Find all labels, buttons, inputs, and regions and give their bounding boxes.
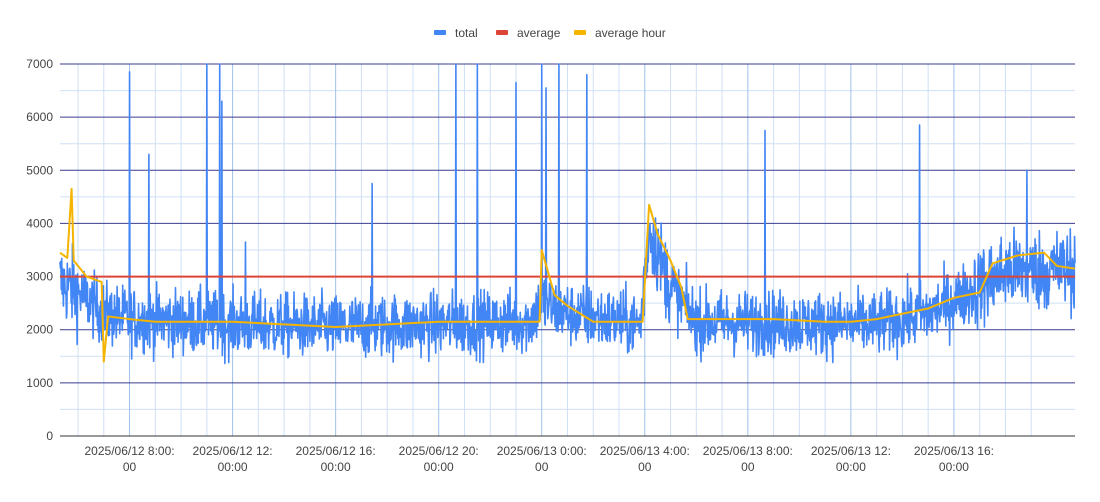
x-tick-label: 2025/06/13 8:00: (703, 444, 793, 458)
y-tick-label: 2000 (26, 323, 53, 337)
y-tick-label: 4000 (26, 216, 53, 230)
x-tick-label-line2: 00:00 (836, 460, 866, 474)
legend-item: average hour (574, 26, 666, 40)
y-tick-label: 3000 (26, 270, 53, 284)
x-tick-label-line2: 00:00 (321, 460, 351, 474)
x-tick-label-line2: 00 (535, 460, 549, 474)
legend-label: average (517, 26, 561, 40)
legend-swatch (434, 30, 446, 35)
x-tick-label: 2025/06/13 16: (914, 444, 994, 458)
x-tick-label: 2025/06/13 12: (811, 444, 891, 458)
legend-swatch (496, 30, 508, 35)
x-tick-label-line2: 00:00 (939, 460, 969, 474)
legend-item: average (496, 26, 561, 40)
x-tick-label-line2: 00:00 (218, 460, 248, 474)
x-tick-label: 2025/06/12 16: (296, 444, 376, 458)
series-total (59, 63, 1076, 365)
y-tick-label: 7000 (26, 57, 53, 71)
average-hour-line (59, 187, 1076, 363)
minor-grid (60, 64, 1075, 436)
legend-label: average hour (595, 26, 666, 40)
total-line (59, 63, 1076, 365)
y-tick-label: 0 (46, 429, 53, 443)
y-tick-label: 1000 (26, 376, 53, 390)
series-average-hour (59, 187, 1076, 363)
legend-swatch (574, 30, 586, 35)
legend-label: total (455, 26, 478, 40)
x-tick-label: 2025/06/13 0:00: (497, 444, 587, 458)
axes: 0 1000 2000 3000 4000 5000 6000 7000 2025/06/12 … (26, 57, 1075, 474)
x-tick-label: 2025/06/12 8:00: (85, 444, 175, 458)
legend-item: total (434, 26, 478, 40)
x-tick-label: 2025/06/13 4:00: (600, 444, 690, 458)
x-tick-label-line2: 00 (741, 460, 755, 474)
y-tick-label: 5000 (26, 163, 53, 177)
legend: total average average hour (434, 26, 666, 40)
x-tick-label-line2: 00:00 (424, 460, 454, 474)
x-tick-label: 2025/06/12 20: (399, 444, 479, 458)
x-tick-label-line2: 00 (638, 460, 652, 474)
y-tick-label: 6000 (26, 110, 53, 124)
x-tick-label: 2025/06/12 12: (193, 444, 273, 458)
x-tick-label-line2: 00 (123, 460, 137, 474)
